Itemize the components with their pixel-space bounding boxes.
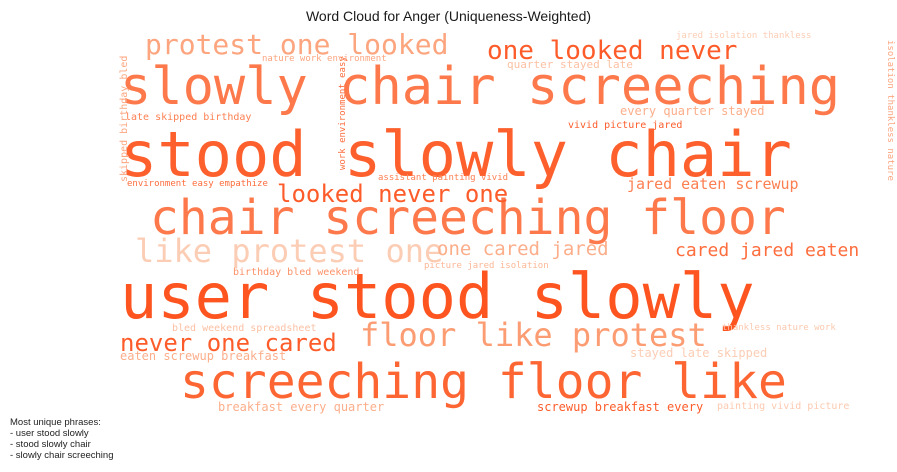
- word-phrase: screeching floor like: [180, 354, 787, 410]
- word-phrase: slowly chair screeching: [120, 57, 840, 117]
- word-phrase: chair screeching floor: [150, 190, 786, 246]
- word-phrase: bled weekend spreadsheet: [172, 323, 317, 334]
- word-phrase: protest one looked: [145, 28, 448, 61]
- word-phrase: skipped birthday bled: [119, 56, 130, 182]
- unique-phrase-item: - slowly chair screeching: [10, 450, 114, 461]
- word-phrase: jared isolation thankless: [676, 31, 811, 41]
- word-phrase: never one cared: [120, 329, 337, 357]
- word-phrase: thankless nature work: [722, 323, 836, 333]
- word-phrase: stood slowly chair: [120, 118, 792, 191]
- word-phrase: like protest one: [135, 232, 443, 270]
- word-phrase: nature work environment: [262, 54, 387, 64]
- word-phrase: work environment easy: [338, 56, 348, 170]
- word-phrase: every quarter stayed: [620, 104, 765, 118]
- word-phrase: floor like protest: [360, 316, 707, 354]
- word-phrase: isolation thankless nature: [885, 40, 895, 181]
- word-phrase: user stood slowly: [120, 260, 755, 333]
- word-phrase: painting vivid picture: [717, 401, 849, 412]
- word-phrase: assistant painting vivid: [378, 173, 508, 183]
- word-phrase: breakfast every quarter: [218, 400, 384, 414]
- word-phrase: eaten screwup breakfast: [120, 349, 286, 363]
- word-phrase: quarter stayed late: [507, 58, 633, 71]
- unique-phrase-item: - user stood slowly: [10, 428, 89, 439]
- unique-phrases-heading: Most unique phrases:: [10, 417, 101, 428]
- word-phrase: jared eaten screwup: [627, 175, 799, 193]
- word-phrase: screwup breakfast every: [537, 400, 703, 414]
- chart-title: Word Cloud for Anger (Uniqueness-Weighte…: [305, 8, 592, 24]
- word-phrase: late skipped birthday: [125, 112, 251, 123]
- word-phrase: environment easy empathize: [127, 179, 268, 189]
- word-phrase: one looked never: [487, 36, 737, 66]
- word-phrase: stayed late skipped: [630, 346, 767, 360]
- word-phrase: one cared jared: [437, 238, 609, 260]
- word-phrase: cared jared eaten: [675, 240, 859, 261]
- word-phrase: picture jared isolation: [424, 261, 549, 271]
- unique-phrase-item: - stood slowly chair: [10, 439, 91, 450]
- word-phrase: looked never one: [277, 180, 508, 208]
- word-phrase: birthday bled weekend: [233, 267, 359, 278]
- unique-phrases-note: Most unique phrases: - user stood slowly…: [10, 417, 113, 461]
- word-phrase: vivid picture jared: [568, 120, 682, 131]
